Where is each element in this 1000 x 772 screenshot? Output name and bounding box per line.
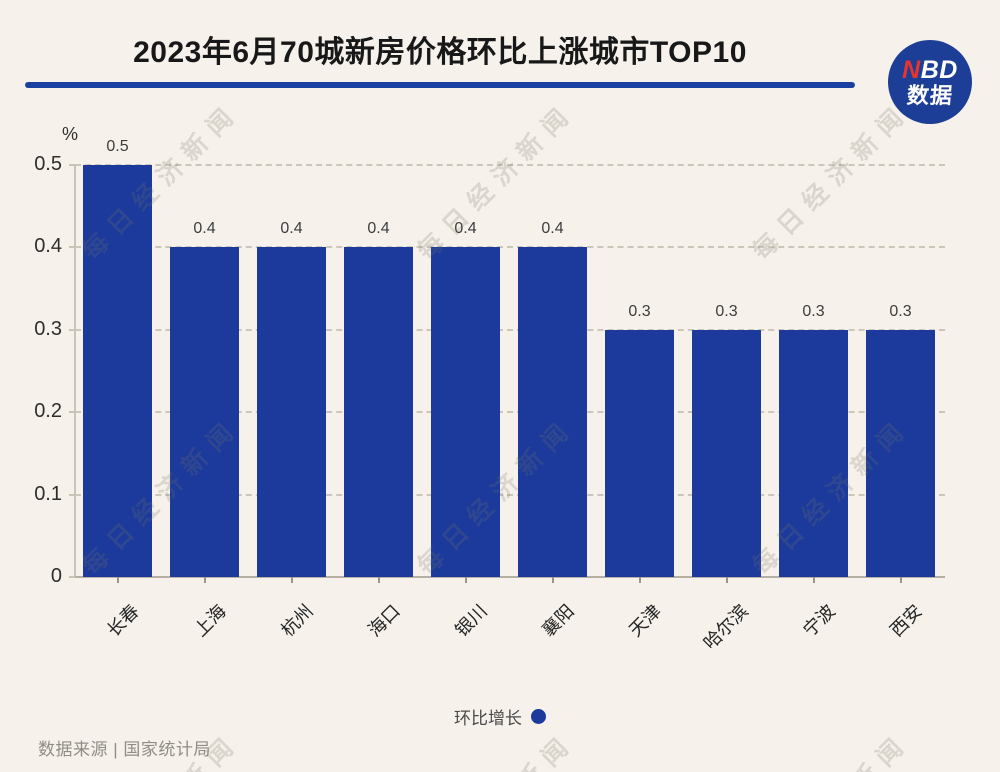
y-axis-tick-mark (69, 328, 75, 331)
watermark-text: 每日经济新闻 (412, 97, 581, 266)
bar-value-label: 0.3 (628, 302, 651, 320)
x-axis-category-label: 宁波 (798, 600, 839, 641)
bar-value-label: 0.3 (715, 302, 738, 320)
x-axis-category-label: 上海 (189, 600, 230, 641)
bar-value-label: 0.4 (193, 220, 216, 238)
y-axis-tick-mark (69, 411, 75, 414)
bar-value-label: 0.4 (280, 220, 303, 238)
y-axis-line (74, 165, 76, 577)
legend: 环比增长 (0, 704, 1000, 729)
y-axis-tick-label: 0.1 (34, 482, 62, 505)
bar (431, 247, 500, 577)
y-axis-tick-label: 0.3 (34, 317, 62, 340)
nbd-logo-brand: NBD (902, 56, 958, 85)
x-axis-tick-mark (203, 577, 206, 583)
nbd-logo: NBD 数据 (888, 40, 972, 124)
bar-value-label: 0.3 (889, 302, 912, 320)
bar-value-label: 0.5 (106, 138, 129, 155)
watermark-text: 每日经济新闻 (747, 97, 916, 266)
x-axis-tick-mark (638, 577, 641, 583)
bar (866, 329, 935, 577)
bar-value-label: 0.4 (367, 220, 390, 238)
x-axis-tick-mark (464, 577, 467, 583)
y-axis-tick-mark (69, 576, 75, 578)
gridline (75, 164, 945, 166)
bar (779, 329, 848, 577)
y-axis-unit-label: % (62, 124, 79, 144)
x-axis-tick-mark (377, 577, 380, 583)
x-axis-tick-mark (899, 577, 902, 583)
bar (692, 329, 761, 577)
y-axis-tick-label: 0.5 (34, 153, 62, 175)
x-axis-tick-mark (812, 577, 815, 583)
page-title: 2023年6月70城新房价格环比上涨城市TOP10 (133, 36, 747, 69)
title-underline (25, 82, 855, 88)
x-axis-tick-mark (725, 577, 728, 583)
y-axis-tick-label: 0.2 (34, 400, 62, 423)
x-axis-category-label: 海口 (363, 600, 404, 641)
x-axis-category-label: 襄阳 (537, 600, 578, 641)
bar (344, 247, 413, 577)
y-axis-tick-mark (69, 493, 75, 496)
bar (518, 247, 587, 577)
y-axis-tick-mark (69, 164, 75, 166)
nbd-logo-label: 数据 (905, 82, 955, 108)
gridline (75, 493, 945, 496)
bar-value-label: 0.4 (454, 220, 477, 238)
x-axis-category-label: 西安 (885, 600, 926, 641)
legend-label: 环比增长 (454, 709, 522, 728)
gridline (75, 328, 945, 331)
bar (605, 329, 674, 577)
y-axis-tick-label: 0.4 (34, 235, 62, 258)
x-axis-category-label: 天津 (624, 600, 665, 641)
bar (257, 247, 326, 577)
data-source: 数据来源 | 国家统计局 (38, 740, 211, 759)
y-axis-tick-mark (69, 246, 75, 249)
gridline (75, 246, 945, 249)
watermark-text: 每日经济新闻 (743, 723, 917, 772)
x-axis-tick-mark (290, 577, 293, 583)
bar-value-label: 0.4 (541, 220, 564, 238)
x-axis-tick-mark (116, 577, 119, 583)
x-axis-tick-mark (551, 577, 554, 583)
bar (170, 247, 239, 577)
watermark-text: 每日经济新闻 (408, 723, 582, 772)
x-axis-category-label: 杭州 (276, 600, 317, 641)
x-axis-category-label: 哈尔滨 (699, 600, 752, 654)
legend-marker-dot (531, 709, 546, 724)
bar-value-label: 0.3 (802, 302, 825, 320)
gridline (75, 411, 945, 414)
x-axis-category-label: 银川 (450, 600, 491, 641)
bar (83, 165, 152, 577)
x-axis-category-label: 长春 (102, 600, 143, 641)
y-axis-tick-label: 0 (50, 565, 62, 587)
x-axis-line (75, 576, 945, 578)
